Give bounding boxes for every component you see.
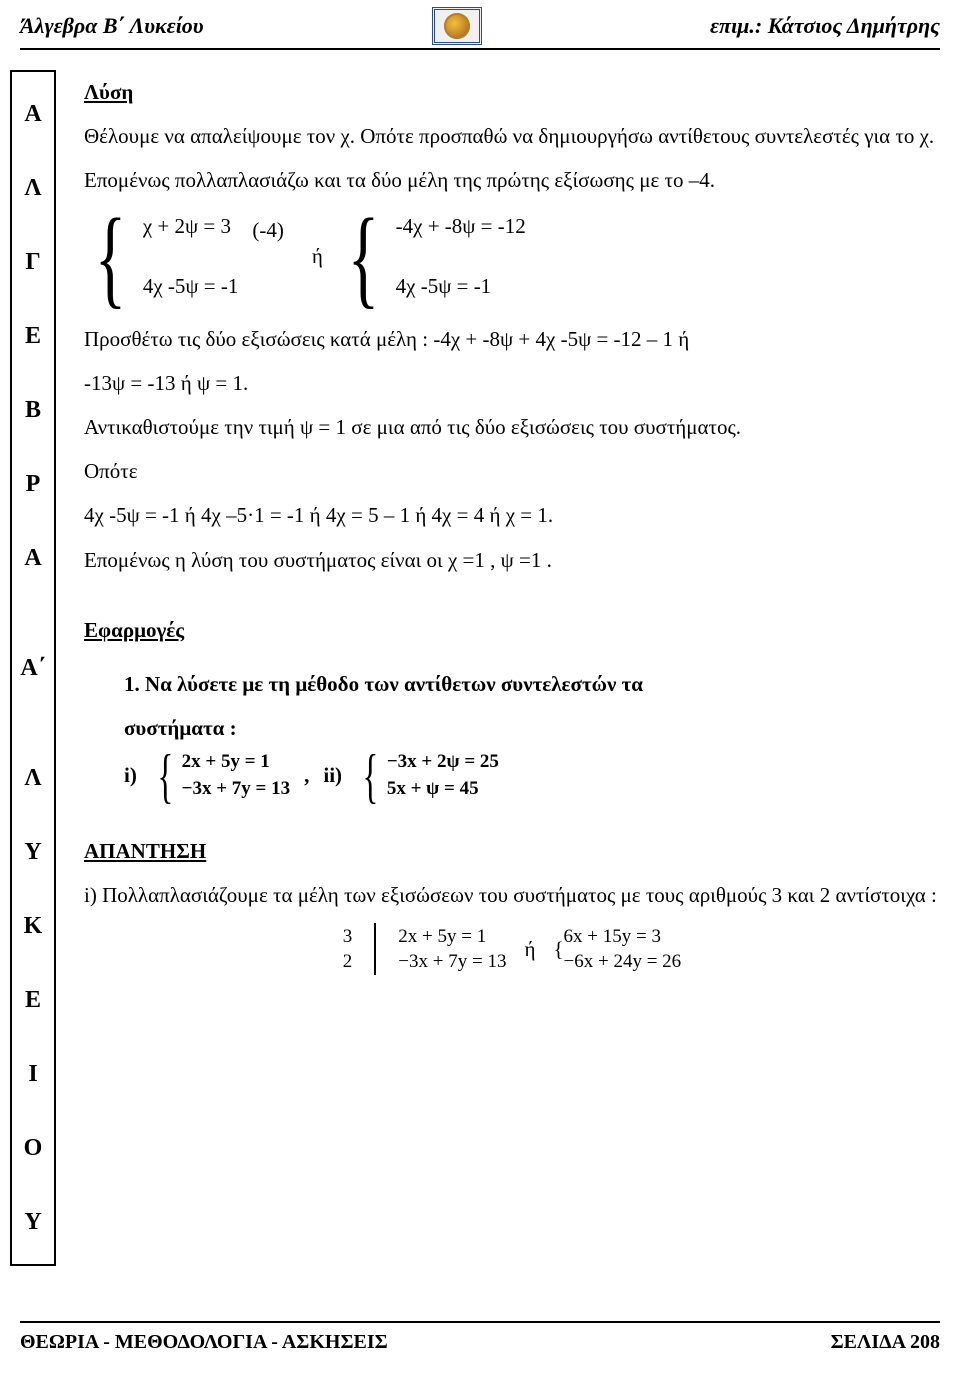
sidebar-letter: Β (12, 398, 54, 422)
exercise-1-title-2: συστήματα : (124, 706, 940, 750)
or-label: ή (524, 936, 535, 962)
footer-rule (20, 1321, 940, 1323)
eq: −3x + 7y = 13 (182, 777, 290, 802)
center-left-system: 2x + 5y = 1 −3x + 7y = 13 (398, 925, 506, 975)
eq: −3x + 2ψ = 25 (387, 750, 499, 775)
system-right: -4χ + -8ψ = -12 4χ -5ψ = -1 (396, 212, 526, 301)
eq: 4χ -5ψ = -1 (396, 272, 526, 301)
eq: 2x + 5y = 1 (398, 925, 506, 949)
sidebar-letter: Ε (12, 324, 54, 348)
brace-icon: { (363, 755, 379, 797)
exercise-1-title: 1. Να λύσετε με τη μέθοδο των αντίθετων … (124, 662, 940, 706)
multipliers: 3 2 (343, 925, 353, 975)
exercise-1-systems: i) { 2x + 5y = 1 −3x + 7y = 13 , ii) { −… (124, 750, 940, 801)
footer-right: ΣΕΛΙΔΑ 208 (831, 1331, 940, 1354)
label-i: i) (124, 762, 137, 789)
comma: , (304, 762, 309, 789)
paragraph-2a: Προσθέτω τις δύο εξισώσεις κατά μέλη : -… (84, 317, 940, 361)
center-math: 3 2 2x + 5y = 1 −3x + 7y = 13 ή { 6x + 1… (84, 923, 940, 975)
brace-icon: { (95, 213, 127, 301)
label-ii: ii) (323, 762, 342, 789)
header-rule (20, 48, 940, 50)
header-left: Άλγεβρα Β΄ Λυκείου (20, 13, 204, 39)
paragraph-1: Θέλουμε να απαλείψουμε τον χ. Οπότε προσ… (84, 114, 940, 202)
page-footer: ΘΕΩΡΙΑ - ΜΕΘΟΔΟΛΟΓΙΑ - ΑΣΚΗΣΕΙΣ ΣΕΛΙΔΑ 2… (20, 1321, 940, 1354)
center-right-system: { 6x + 15y = 3 −6x + 24y = 26 (553, 925, 681, 975)
mult-2: 2 (343, 950, 353, 974)
system-ii: { −3x + 2ψ = 25 5x + ψ = 45 (356, 750, 499, 801)
sidebar-letter: Α (12, 546, 54, 570)
sidebar-letter: Α΄ (12, 656, 54, 680)
sidebar-letter: Λ (12, 766, 54, 790)
eq: 6x + 15y = 3 (564, 925, 682, 949)
or-label: ή (312, 242, 323, 271)
header-right: επιμ.: Κάτσιος Δημήτρης (710, 13, 940, 39)
eq: 5x + ψ = 45 (387, 777, 499, 802)
brace-icon: { (553, 936, 563, 962)
brace-icon: { (157, 755, 173, 797)
sidebar-letter: Ι (12, 1062, 54, 1086)
sidebar-letter: Κ (12, 914, 54, 938)
mult-1: 3 (343, 925, 353, 949)
eq: 4χ -5ψ = -1 (143, 272, 239, 301)
multiplier: (-4) (252, 216, 283, 245)
paragraph-4b: 4χ -5ψ = -1 ή 4χ –5·1 = -1 ή 4χ = 5 – 1 … (84, 493, 940, 537)
vertical-bar-icon (374, 923, 376, 975)
applications-title: Εφαρμογές (84, 608, 940, 652)
page-header: Άλγεβρα Β΄ Λυκείου επιμ.: Κάτσιος Δημήτρ… (0, 0, 960, 48)
eq: −6x + 24y = 26 (564, 950, 682, 974)
solution-title: Λύση (84, 70, 940, 114)
body: Α Λ Γ Ε Β Ρ Α Α΄ Λ Υ Κ Ε Ι Ο Υ Λύση Θέλο… (0, 70, 960, 1266)
page: Άλγεβρα Β΄ Λυκείου επιμ.: Κάτσιος Δημήτρ… (0, 0, 960, 1384)
header-logo (431, 6, 483, 46)
system-left: χ + 2ψ = 3 4χ -5ψ = -1 (143, 212, 239, 301)
sidebar: Α Λ Γ Ε Β Ρ Α Α΄ Λ Υ Κ Ε Ι Ο Υ (10, 70, 56, 1266)
footer-left: ΘΕΩΡΙΑ - ΜΕΘΟΔΟΛΟΓΙΑ - ΑΣΚΗΣΕΙΣ (20, 1331, 388, 1354)
paragraph-2b: -13ψ = -13 ή ψ = 1. (84, 361, 940, 405)
paragraph-4a: Οπότε (84, 449, 940, 493)
system-i: { 2x + 5y = 1 −3x + 7y = 13 (151, 750, 290, 801)
paragraph-3: Αντικαθιστούμε την τιμή ψ = 1 σε μια από… (84, 405, 940, 449)
answer-paragraph-1: i) Πολλαπλασιάζουμε τα μέλη των εξισώσεω… (84, 873, 940, 917)
main-content: Λύση Θέλουμε να απαλείψουμε τον χ. Οπότε… (84, 70, 940, 1266)
sidebar-letter: Υ (12, 840, 54, 864)
answer-title: ΑΠΑΝΤΗΣΗ (84, 829, 940, 873)
paragraph-5: Επομένως η λύση του συστήματος είναι οι … (84, 538, 940, 582)
sidebar-letter: Ο (12, 1136, 54, 1160)
eq: -4χ + -8ψ = -12 (396, 212, 526, 241)
sidebar-letter: Α (12, 102, 54, 126)
eq: 2x + 5y = 1 (182, 750, 290, 775)
sidebar-letter: Υ (12, 1210, 54, 1234)
sidebar-letter: Ρ (12, 472, 54, 496)
brace-icon: { (347, 213, 379, 301)
sidebar-letter: Γ (12, 250, 54, 274)
system-row-1: { χ + 2ψ = 3 4χ -5ψ = -1 (-4) ή { -4χ + … (84, 212, 940, 301)
eq: χ + 2ψ = 3 (143, 212, 239, 241)
eq: −3x + 7y = 13 (398, 950, 506, 974)
sidebar-letter: Λ (12, 176, 54, 200)
sidebar-letter: Ε (12, 988, 54, 1012)
